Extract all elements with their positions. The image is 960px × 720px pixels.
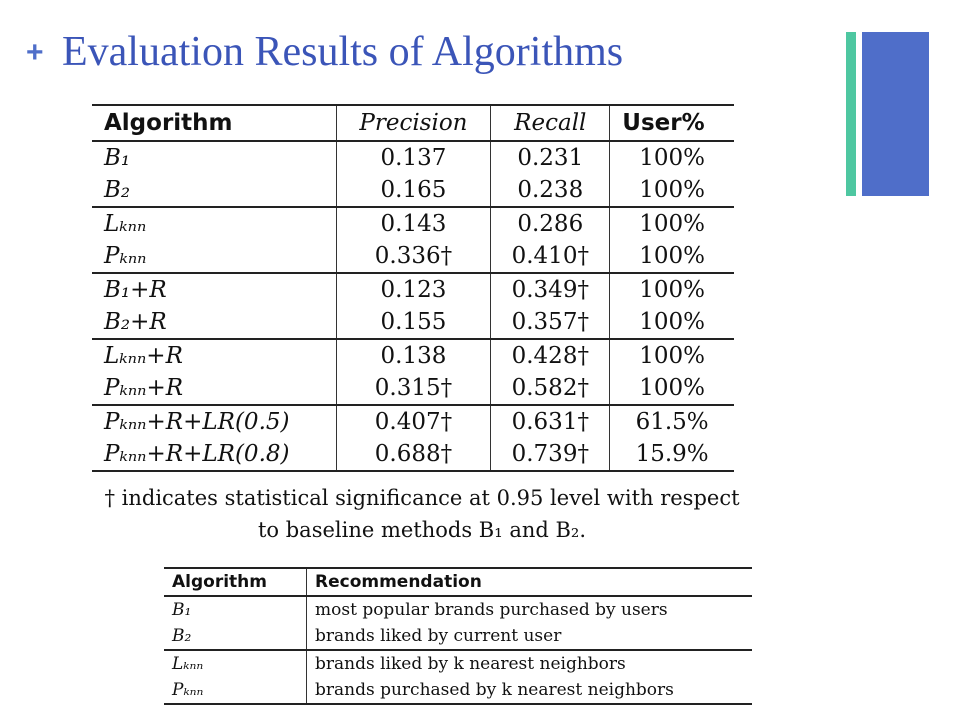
cell-recommendation: most popular brands purchased by users — [315, 600, 668, 620]
cell-precision: 0.315† — [336, 372, 492, 405]
table-row: B₁+R 0.123 0.349† 100% — [92, 273, 734, 306]
cell-recommendation: brands purchased by k nearest neighbors — [315, 680, 674, 700]
table-row: Pₖₙₙ+R 0.315† 0.582† 100% — [92, 372, 734, 405]
cell-algorithm: Lₖₙₙ — [164, 650, 307, 677]
cell-recommendation: brands liked by k nearest neighbors — [315, 654, 626, 674]
cell-user: 100% — [639, 375, 706, 401]
cell-algorithm: B₂ — [92, 174, 337, 207]
cell-recall: 0.357† — [490, 306, 611, 339]
cell-recall: 0.739† — [490, 438, 611, 471]
cell-precision: 0.407† — [336, 405, 492, 438]
decorative-blue-bar — [862, 32, 929, 196]
table-row: B₂+R 0.155 0.357† 100% — [92, 306, 734, 339]
table-row: Lₖₙₙ+R 0.138 0.428† 100% — [92, 339, 734, 372]
cell-user: 100% — [639, 211, 706, 237]
col-recommendation: Recommendation — [315, 572, 482, 592]
cell-recall: 0.286 — [490, 207, 611, 240]
cell-precision: 0.336† — [336, 240, 492, 273]
cell-algorithm: B₁+R — [92, 273, 337, 306]
cell-precision: 0.165 — [336, 174, 492, 207]
cell-recall: 0.582† — [490, 372, 611, 405]
cell-recall: 0.428† — [490, 339, 611, 372]
table-row: Lₖₙₙ 0.143 0.286 100% — [92, 207, 734, 240]
cell-algorithm: Lₖₙₙ+R — [92, 339, 337, 372]
cell-recall: 0.238 — [490, 174, 611, 207]
cell-precision: 0.123 — [336, 273, 492, 306]
cell-user: 100% — [639, 277, 706, 303]
cell-algorithm: Pₖₙₙ+R+LR(0.5) — [92, 405, 337, 438]
cell-user: 100% — [639, 343, 706, 369]
cell-user: 61.5% — [635, 409, 709, 435]
cell-recall: 0.631† — [490, 405, 611, 438]
table-row: Pₖₙₙ 0.336† 0.410† 100% — [92, 240, 734, 273]
cell-precision: 0.688† — [336, 438, 492, 471]
table-row: B₂ 0.165 0.238 100% — [92, 174, 734, 207]
cell-recall: 0.349† — [490, 273, 611, 306]
decorative-green-bar — [846, 32, 856, 196]
cell-precision: 0.138 — [336, 339, 492, 372]
page-title: Evaluation Results of Algorithms — [62, 29, 624, 75]
results-header-row: Algorithm Precision Recall User% — [92, 105, 734, 141]
cell-algorithm: Pₖₙₙ — [164, 677, 307, 704]
table-row: Pₖₙₙ+R+LR(0.8) 0.688† 0.739† 15.9% — [92, 438, 734, 471]
cell-algorithm: Pₖₙₙ+R — [92, 372, 337, 405]
recommendation-header-row: Algorithm Recommendation — [164, 568, 752, 596]
significance-note-line2: to baseline methods B₁ and B₂. — [257, 518, 587, 542]
cell-algorithm: Pₖₙₙ — [92, 240, 337, 273]
cell-algorithm: B₂ — [164, 623, 307, 650]
cell-algorithm: B₁ — [164, 596, 307, 623]
table-row: Pₖₙₙ brands purchased by k nearest neigh… — [164, 677, 752, 704]
cell-user: 100% — [639, 145, 706, 171]
table-row: B₁ 0.137 0.231 100% — [92, 141, 734, 174]
cell-recall: 0.231 — [490, 141, 611, 174]
table-row: Lₖₙₙ brands liked by k nearest neighbors — [164, 650, 752, 677]
col-algorithm: Algorithm — [92, 105, 337, 141]
cell-user: 15.9% — [635, 441, 709, 467]
cell-user: 100% — [639, 243, 706, 269]
col-user: User% — [622, 110, 705, 136]
col-precision: Precision — [336, 105, 492, 141]
cell-algorithm: B₁ — [92, 141, 337, 174]
cell-algorithm: Pₖₙₙ+R+LR(0.8) — [92, 438, 337, 471]
cell-recall: 0.410† — [490, 240, 611, 273]
cell-algorithm: Lₖₙₙ — [92, 207, 337, 240]
cell-precision: 0.155 — [336, 306, 492, 339]
col-algorithm: Algorithm — [164, 568, 307, 596]
cell-precision: 0.143 — [336, 207, 492, 240]
recommendation-table: Algorithm Recommendation B₁ most popular… — [164, 567, 752, 705]
cell-recommendation: brands liked by current user — [315, 626, 562, 646]
table-row: B₂ brands liked by current user — [164, 623, 752, 650]
significance-note-line1: † indicates statistical significance at … — [104, 486, 740, 510]
cell-precision: 0.137 — [336, 141, 492, 174]
cell-algorithm: B₂+R — [92, 306, 337, 339]
results-table: Algorithm Precision Recall User% B₁ 0.13… — [92, 104, 734, 472]
col-recall: Recall — [490, 105, 611, 141]
table-row: B₁ most popular brands purchased by user… — [164, 596, 752, 623]
cell-user: 100% — [639, 177, 706, 203]
table-row: Pₖₙₙ+R+LR(0.5) 0.407† 0.631† 61.5% — [92, 405, 734, 438]
significance-note: † indicates statistical significance at … — [92, 482, 752, 546]
title-plus-icon: + — [26, 36, 44, 69]
cell-user: 100% — [639, 309, 706, 335]
